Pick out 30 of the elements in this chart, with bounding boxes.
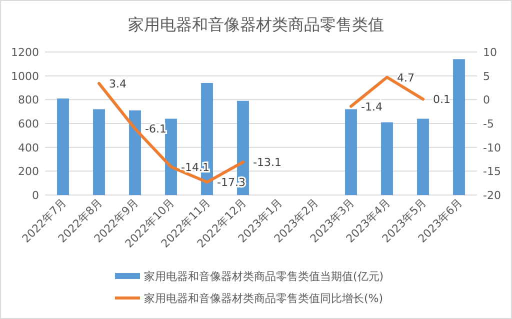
- y2-tick-label: -20: [483, 189, 501, 202]
- y-tick-label: 1200: [11, 46, 39, 59]
- bar: [93, 109, 105, 195]
- y-tick-label: 1000: [11, 70, 39, 83]
- data-label: 4.7: [397, 71, 414, 84]
- y2-tick-label: 10: [483, 46, 497, 59]
- bar: [381, 122, 393, 195]
- data-label: -13.1: [253, 156, 282, 170]
- data-label: 3.4: [109, 77, 126, 90]
- bar: [345, 109, 357, 195]
- legend-label: 家用电器和音像器材类商品零售类值当期值(亿元): [144, 270, 384, 283]
- data-label: 0.1: [433, 93, 450, 106]
- bar: [57, 98, 69, 195]
- legend-label: 家用电器和音像器材类商品零售类值同比增长(%): [144, 292, 384, 305]
- bar: [453, 59, 465, 195]
- bar: [129, 110, 141, 195]
- y-tick-label: 0: [32, 189, 39, 202]
- bar: [165, 118, 177, 195]
- y2-tick-label: -10: [483, 141, 501, 154]
- y2-tick-label: -15: [483, 165, 501, 178]
- y-tick-label: 600: [18, 118, 39, 130]
- y2-tick-label: 5: [483, 70, 490, 83]
- y-tick-label: 800: [18, 94, 39, 107]
- bar: [417, 118, 429, 195]
- y-tick-label: 200: [18, 165, 39, 178]
- y2-tick-label: -5: [483, 118, 494, 130]
- y2-tick-label: 0: [483, 94, 490, 107]
- chart-title: 家用电器和音像器材类商品零售类值: [128, 15, 384, 34]
- data-label: -1.4: [361, 100, 382, 114]
- y-tick-label: 400: [18, 141, 39, 154]
